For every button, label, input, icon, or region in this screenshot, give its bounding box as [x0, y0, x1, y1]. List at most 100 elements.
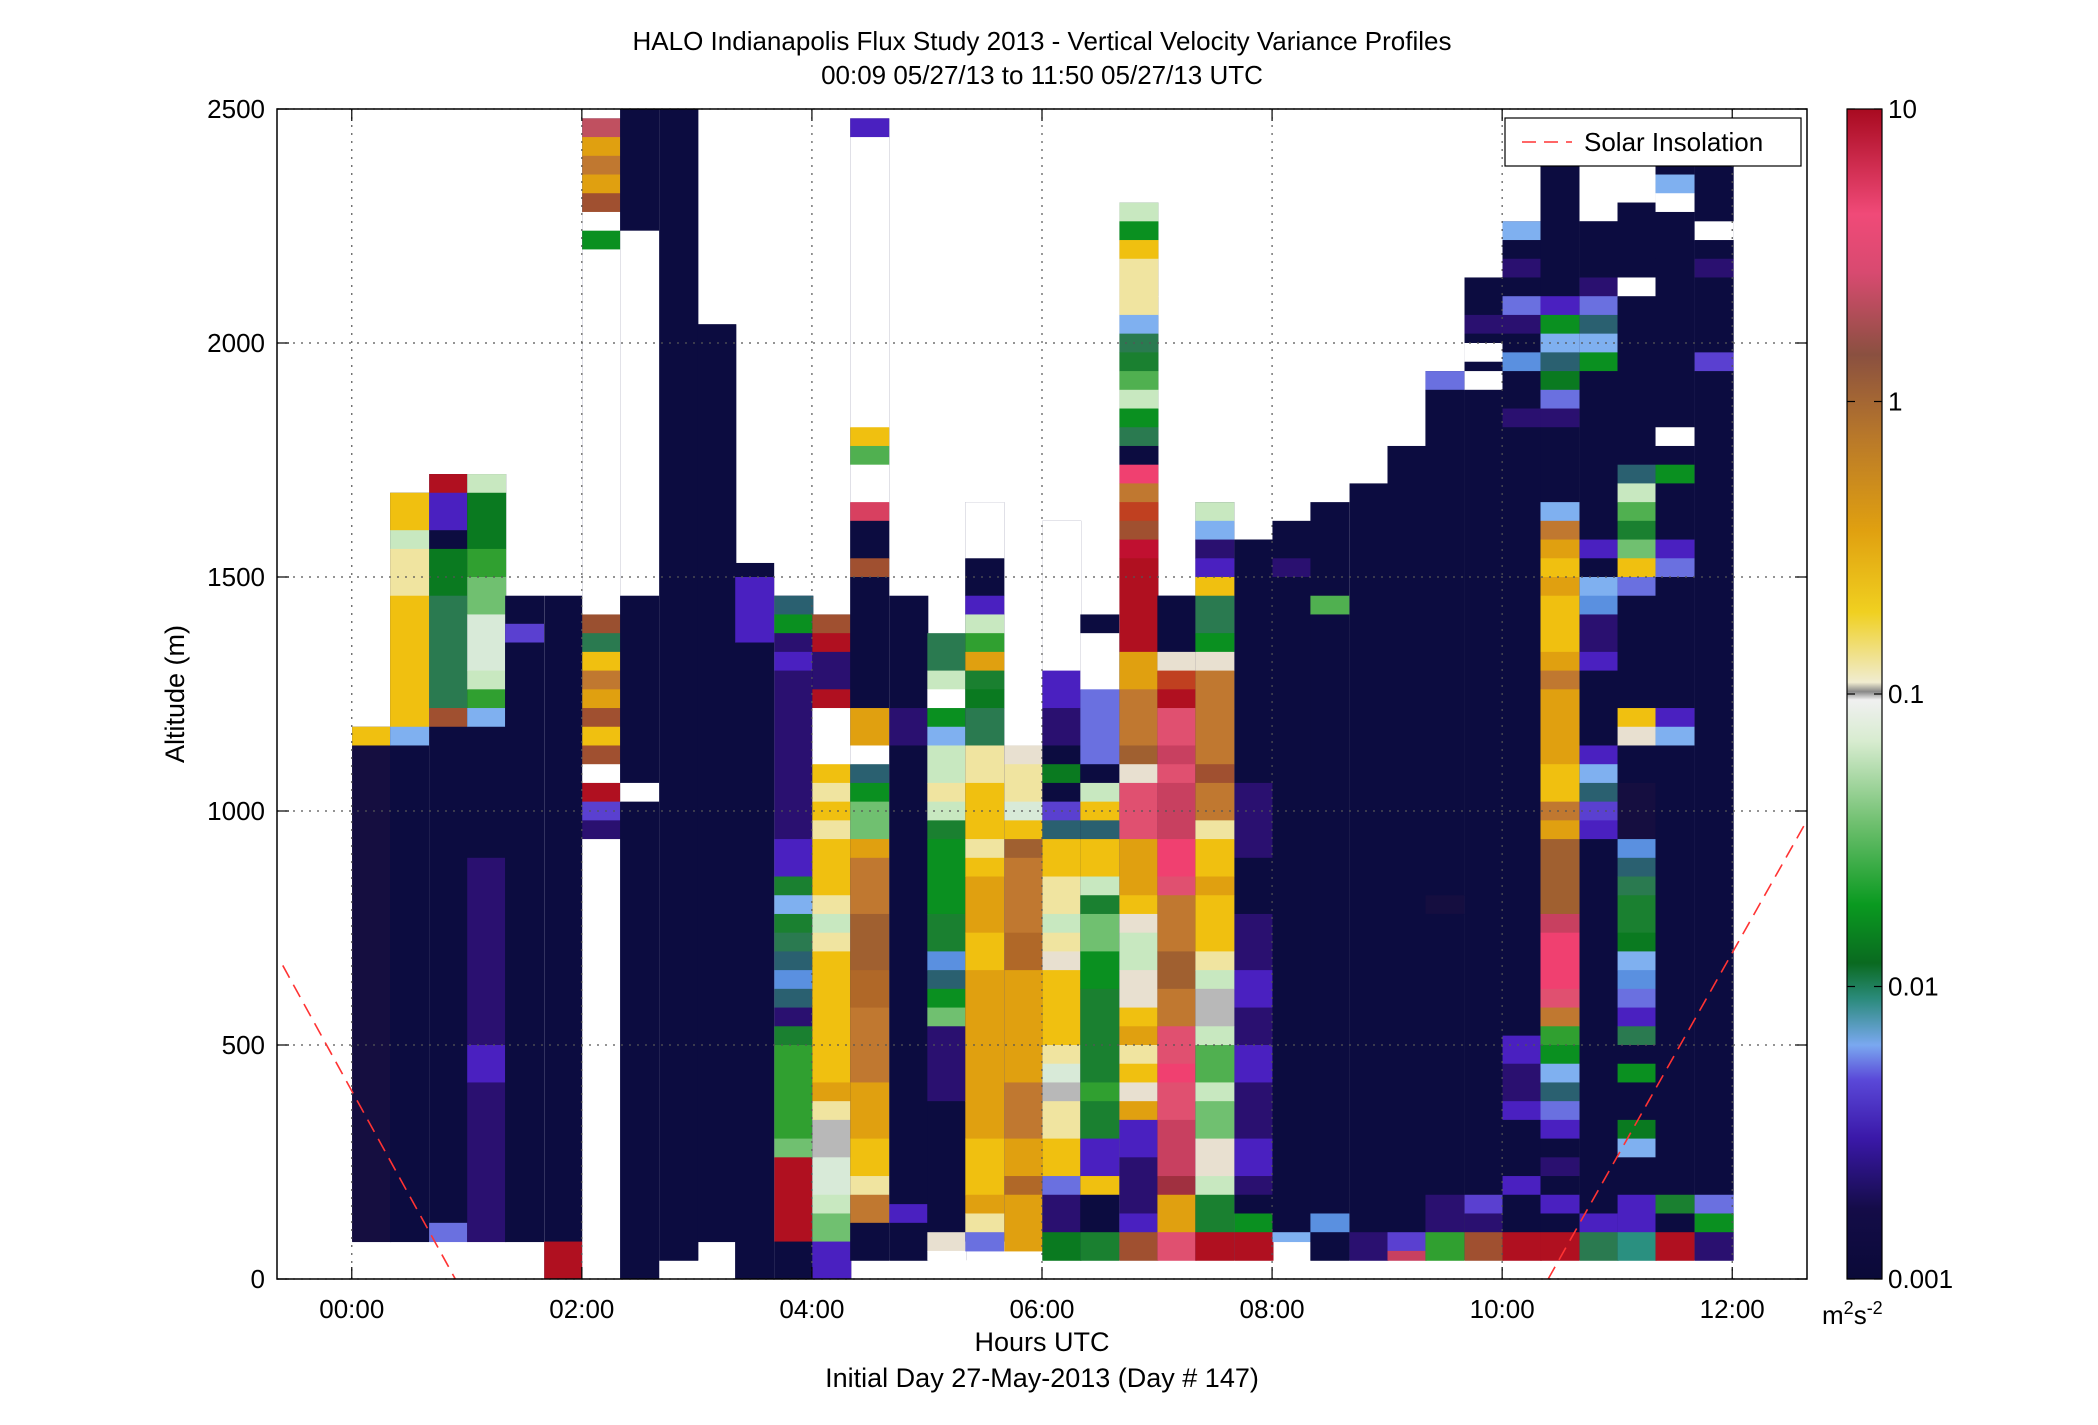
heatmap-cell — [429, 530, 469, 550]
heatmap-cell — [1540, 1232, 1580, 1261]
heatmap-cell — [1579, 577, 1619, 597]
heatmap-cell — [1157, 839, 1197, 878]
heatmap-cell — [1579, 745, 1619, 765]
heatmap-cell — [1425, 1194, 1465, 1233]
heatmap-cell — [582, 820, 622, 840]
heatmap-cell — [1157, 820, 1197, 840]
heatmap-cell — [1157, 988, 1197, 1027]
heatmap-cell — [774, 1082, 814, 1102]
heatmap-cell — [1195, 782, 1235, 821]
heatmap-cell — [1579, 352, 1619, 372]
heatmap-cell — [1004, 1176, 1044, 1196]
heatmap-cell — [1157, 1176, 1197, 1196]
heatmap-cell — [1617, 202, 1657, 260]
heatmap-cell — [889, 1204, 929, 1224]
heatmap-cell — [850, 1194, 890, 1224]
heatmap-cell — [1349, 1232, 1389, 1261]
heatmap-cell — [1540, 1026, 1580, 1046]
heatmap-cell — [390, 548, 430, 597]
heatmap-cell — [850, 801, 890, 840]
heatmap-cell — [1617, 726, 1657, 746]
heatmap-cell — [1694, 352, 1734, 372]
heatmap-cell — [1119, 1119, 1159, 1158]
heatmap-cell — [1425, 389, 1465, 896]
heatmap-cell — [1119, 371, 1159, 391]
heatmap-cell — [1042, 1138, 1082, 1177]
heatmap-cell — [429, 492, 469, 531]
x-axis-sublabel: Initial Day 27-May-2013 (Day # 147) — [825, 1363, 1259, 1393]
heatmap-cell — [850, 1082, 890, 1140]
heatmap-cell — [1195, 539, 1235, 559]
heatmap-cell — [1042, 820, 1082, 840]
heatmap-cell — [1540, 1157, 1580, 1177]
heatmap-cell — [1195, 1232, 1235, 1261]
heatmap-cell — [1655, 1213, 1695, 1233]
heatmap-cell — [927, 801, 967, 821]
heatmap-cell — [927, 782, 967, 803]
heatmap-cell — [1234, 1232, 1274, 1261]
heatmap-cell — [1540, 1138, 1580, 1158]
heatmap-cell — [1004, 745, 1044, 765]
heatmap-cell — [927, 1026, 967, 1083]
heatmap-cell — [1540, 539, 1580, 559]
heatmap-cell — [1540, 988, 1580, 1009]
heatmap-cell — [1617, 932, 1657, 952]
heatmap-cell — [1502, 277, 1542, 297]
heatmap-cell — [850, 558, 890, 578]
heatmap-cell — [1617, 277, 1657, 297]
heatmap-cell — [774, 839, 814, 878]
heatmap-cell — [774, 595, 814, 615]
heatmap-cell — [1617, 595, 1657, 709]
heatmap-cell — [1540, 352, 1580, 372]
heatmap-cell — [1195, 577, 1235, 597]
heatmap-cell — [774, 951, 814, 971]
heatmap-cell — [927, 839, 967, 915]
heatmap-cell — [850, 118, 890, 138]
grid — [277, 108, 1807, 1280]
heatmap-cell — [1579, 801, 1619, 821]
heatmap-cell — [352, 726, 392, 746]
heatmap-cell — [505, 623, 545, 644]
heatmap-cell — [1617, 1119, 1657, 1140]
heatmap-cell — [965, 839, 1005, 859]
chart-title: HALO Indianapolis Flux Study 2013 - Vert… — [633, 26, 1452, 56]
heatmap-cell — [812, 614, 852, 634]
heatmap-cell — [1464, 1232, 1504, 1261]
heatmap-cell — [1195, 1045, 1235, 1083]
heatmap-cell — [1540, 1007, 1580, 1027]
heatmap-cell — [965, 970, 1005, 1046]
heatmap-cell — [927, 1007, 967, 1027]
heatmap-cell — [1119, 258, 1159, 297]
heatmap-cell — [1579, 614, 1619, 653]
heatmap-cell — [1579, 277, 1619, 297]
heatmap-cell — [582, 211, 622, 232]
heatmap-cell — [1540, 333, 1580, 353]
heatmap-cell — [1540, 502, 1580, 522]
heatmap-cell — [1617, 708, 1657, 728]
heatmap-cell — [1310, 1213, 1350, 1233]
heatmap-cell — [812, 764, 852, 784]
heatmap-cell — [1387, 1232, 1427, 1252]
heatmap-cell — [1195, 820, 1235, 840]
heatmap-cell — [1080, 988, 1120, 1083]
heatmap-cell — [1540, 389, 1580, 410]
heatmap-cell — [1157, 1063, 1197, 1083]
heatmap-cell — [1502, 1101, 1542, 1121]
heatmap-cell — [774, 1157, 814, 1243]
heatmap-cell — [1617, 520, 1657, 541]
heatmap-cell — [429, 474, 469, 494]
heatmap-cell — [1080, 1232, 1120, 1261]
heatmap-cell — [1119, 839, 1159, 878]
heatmap-cell — [1157, 651, 1197, 672]
heatmap-cell — [812, 782, 852, 803]
heatmap-cell — [1234, 539, 1274, 784]
heatmap-cell — [889, 745, 929, 1205]
y-axis: 0 500 1000 1500 2000 2500 — [207, 94, 1807, 1294]
heatmap-cell — [812, 689, 852, 709]
heatmap-cell — [1617, 745, 1657, 784]
heatmap-cell — [1655, 708, 1695, 728]
legend[interactable]: Solar Insolation — [1504, 117, 1802, 167]
heatmap-cell — [467, 670, 507, 690]
heatmap-cell — [1617, 1138, 1657, 1158]
heatmap-cell — [1540, 839, 1580, 915]
